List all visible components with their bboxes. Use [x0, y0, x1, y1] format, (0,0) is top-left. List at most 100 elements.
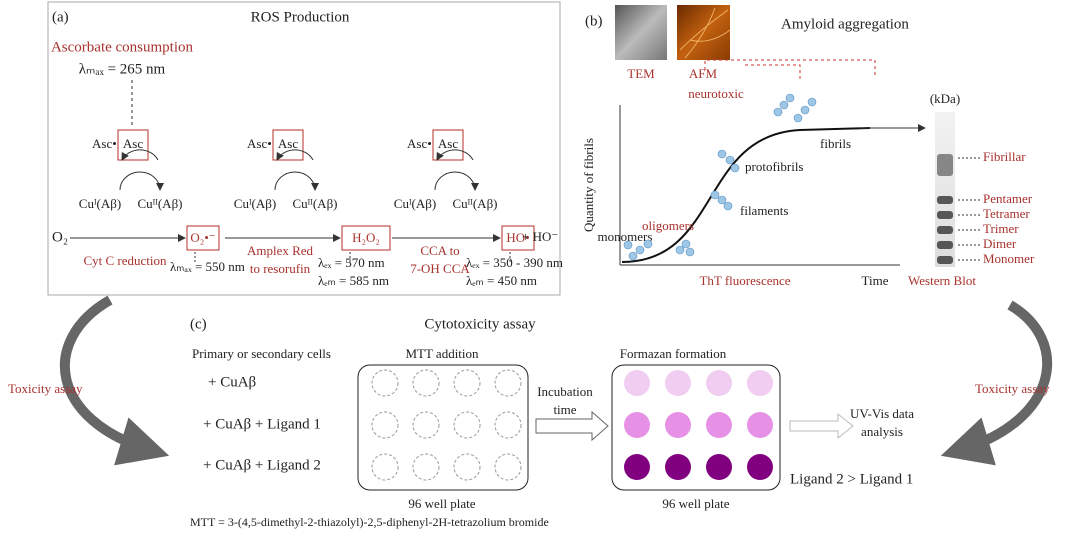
redox-cycle: [119, 171, 164, 191]
readout: λₑₓ = 570 nm: [318, 255, 385, 270]
panel-a-frame: [47, 1, 561, 296]
well: [453, 369, 481, 397]
species: HO•: [506, 230, 529, 245]
hollow-arrow: [789, 412, 854, 440]
species: H₂O₂: [352, 230, 380, 245]
well: [412, 369, 440, 397]
readout: λₑₘ = 450 nm: [466, 273, 537, 288]
aggregate: [717, 149, 727, 159]
aggregate: [675, 245, 685, 255]
incubation-label: Incubation: [537, 384, 593, 399]
redox-cycle: [274, 171, 319, 191]
plate: [357, 364, 529, 491]
redox-cycle: [276, 149, 314, 161]
incubation-label: time: [553, 402, 576, 417]
copper-i: Cuᴵ(Aβ): [79, 196, 121, 211]
asc-radical: Asc•: [92, 136, 117, 151]
dashed-link: [704, 59, 876, 80]
step-label: Formazan formation: [620, 346, 727, 361]
panel-label: (b): [585, 13, 603, 29]
gel-band: [937, 196, 953, 204]
asc-box: [117, 129, 149, 161]
redox-cycle: [434, 171, 479, 191]
readout: λₑₓ = 350 - 390 nm: [466, 255, 563, 270]
plate: [611, 364, 781, 491]
well: [624, 454, 650, 480]
panel-title: ROS Production: [251, 9, 350, 25]
well: [494, 411, 522, 439]
copper-i: Cuᴵ(Aβ): [234, 196, 276, 211]
well: [706, 370, 732, 396]
well: [412, 411, 440, 439]
stage-label: fibrils: [820, 136, 851, 151]
gel-band: [937, 241, 953, 249]
aggregate: [628, 251, 638, 261]
blot-title: Western Blot: [908, 273, 976, 288]
neurotoxic-label: neurotoxic: [688, 86, 744, 101]
footnote: MTT = 3-(4,5-dimethyl-2-thiazolyl)-2,5-d…: [190, 515, 549, 529]
band-label: Trimer: [983, 221, 1019, 236]
copper-i: Cuᴵ(Aβ): [394, 196, 436, 211]
well: [453, 453, 481, 481]
stage-label: protofibrils: [745, 159, 804, 174]
copper-ii: Cuᴵᴵ(Aβ): [292, 196, 337, 211]
x-axis-label: Time: [862, 273, 889, 288]
well: [371, 411, 399, 439]
aggregate: [773, 107, 783, 117]
well: [665, 412, 691, 438]
well: [747, 454, 773, 480]
well: [453, 411, 481, 439]
aggregate: [725, 155, 735, 165]
well: [371, 453, 399, 481]
aggregate: [800, 105, 810, 115]
well: [706, 454, 732, 480]
asc-radical: Asc•: [247, 136, 272, 151]
asc-radical: Asc•: [407, 136, 432, 151]
aggregate: [730, 163, 740, 173]
aggregate: [623, 240, 633, 250]
well: [412, 453, 440, 481]
afm-fibers: [679, 7, 731, 59]
well: [665, 370, 691, 396]
well: [747, 370, 773, 396]
aggregate: [779, 100, 789, 110]
aggregate: [685, 247, 695, 257]
readout: λₘₐₓ = 550 nm: [170, 259, 245, 274]
well: [494, 369, 522, 397]
panel-title: Cytotoxicity assay: [424, 316, 536, 332]
afm-label: AFM: [689, 66, 718, 81]
aggregate: [807, 97, 817, 107]
analysis-label: UV-Vis data: [850, 406, 914, 421]
ascorbate-lambda: λₘₐₓ = 265 nm: [79, 61, 166, 77]
stage-label: oligomers: [642, 218, 694, 233]
condition: + CuAβ + Ligand 1: [203, 416, 321, 432]
band-label: Pentamer: [983, 191, 1033, 206]
panel-label: (c): [190, 316, 207, 332]
species-box: [186, 225, 220, 251]
stage-label: monomers: [598, 229, 653, 244]
assay-label: Cyt C reduction: [83, 253, 167, 268]
condition: + CuAβ + Ligand 2: [203, 457, 321, 473]
readout: λₑₘ = 585 nm: [318, 273, 389, 288]
tht-label: ThT fluorescence: [699, 273, 790, 288]
asc: Asc: [438, 136, 458, 151]
curved-arrow: [59, 295, 170, 466]
gel-band: [937, 226, 953, 234]
asc: Asc: [123, 136, 143, 151]
result-label: Ligand 2 > Ligand 1: [790, 471, 913, 487]
hollow-arrow: [535, 410, 609, 442]
redox-cycle: [436, 149, 474, 161]
plate-label: 96 well plate: [408, 496, 475, 511]
copper-ii: Cuᴵᴵ(Aβ): [452, 196, 497, 211]
well: [371, 369, 399, 397]
well: [494, 453, 522, 481]
aggregate: [710, 190, 720, 200]
asc-box: [272, 129, 304, 161]
blot-unit: (kDa): [930, 91, 960, 106]
aggregate: [723, 201, 733, 211]
band-label: Dimer: [983, 236, 1017, 251]
oxygen: O₂: [52, 229, 68, 245]
hydroxide: + HO⁻: [522, 229, 558, 244]
species-box: [341, 225, 391, 251]
